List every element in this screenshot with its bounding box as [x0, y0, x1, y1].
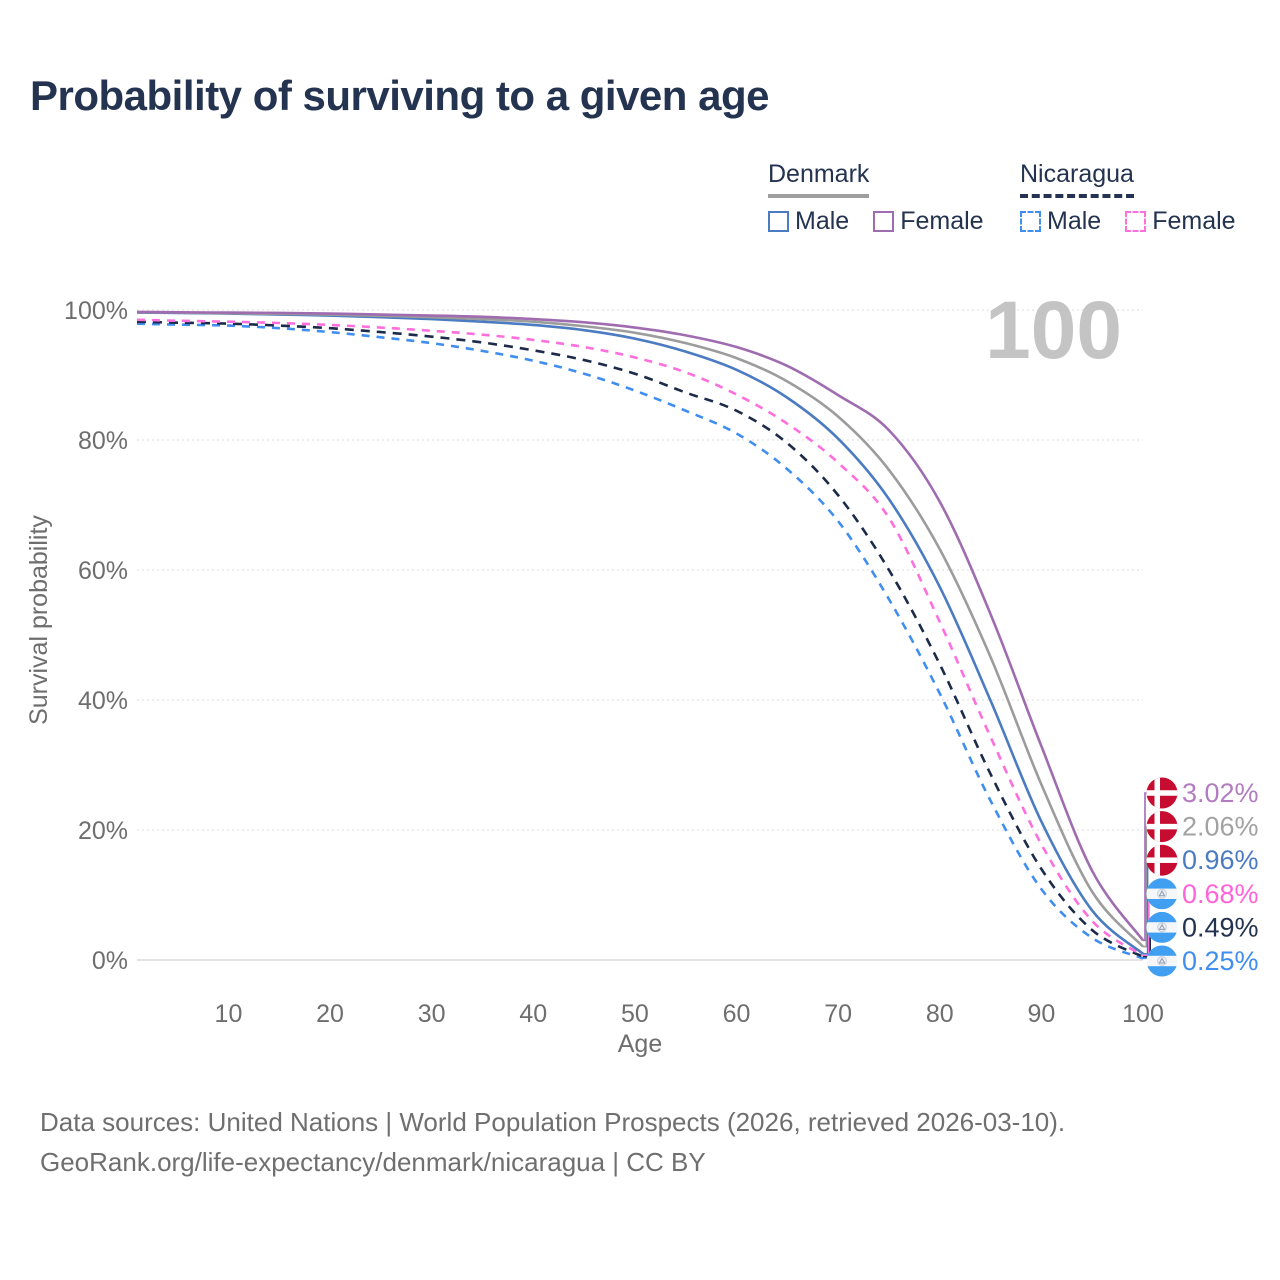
curve-nicaragua-both-sexes[interactable] — [136, 320, 1144, 958]
legend-country-denmark[interactable]: Denmark — [768, 160, 870, 198]
legend-label: Female — [1152, 207, 1236, 235]
x-tick-label: 50 — [621, 1000, 649, 1028]
x-tick-label: 30 — [418, 1000, 446, 1028]
legend-label: Female — [900, 207, 984, 235]
nicaragua-flag-icon — [1146, 945, 1178, 977]
curve-denmark-male[interactable] — [136, 311, 1144, 955]
nicaragua-male-swatch — [1020, 211, 1041, 232]
y-tick-label: 0% — [92, 947, 128, 975]
end-value-label: 2.06% — [1182, 812, 1259, 842]
x-tick-label: 80 — [926, 1000, 954, 1028]
y-tick-label: 100% — [64, 297, 128, 325]
legend-group-denmark: Denmark Male Female — [768, 160, 984, 236]
curve-denmark-both-sexes[interactable] — [136, 310, 1144, 948]
x-axis-title: Age — [618, 1030, 662, 1058]
gridlines — [137, 309, 1143, 961]
y-tick-label: 40% — [78, 687, 128, 715]
x-tick-label: 90 — [1027, 1000, 1055, 1028]
hover-age-watermark: 100 — [985, 285, 1122, 376]
nicaragua-female-swatch — [1125, 211, 1147, 232]
y-tick-label: 20% — [78, 817, 128, 845]
page-title: Probability of surviving to a given age — [30, 72, 769, 119]
y-axis-title: Survival probability — [25, 515, 53, 725]
x-tick-label: 20 — [316, 1000, 344, 1028]
x-tick-label: 40 — [519, 1000, 547, 1028]
end-value-label: 0.96% — [1182, 845, 1259, 875]
x-tick-label: 10 — [215, 1000, 243, 1028]
curve-nicaragua-male[interactable] — [136, 322, 1144, 960]
legend-label: Male — [1047, 207, 1102, 235]
x-tick-label: 70 — [824, 1000, 852, 1028]
legend-label: Male — [795, 207, 850, 235]
y-tick-label: 60% — [78, 557, 128, 585]
legend-item-denmark-female[interactable]: Female — [873, 207, 984, 236]
chart-footer: Data sources: United Nations | World Pop… — [40, 1102, 1065, 1183]
legend-item-nicaragua-male[interactable]: Male — [1020, 207, 1101, 236]
curve-nicaragua-female[interactable] — [136, 318, 1144, 957]
y-tick-label: 80% — [78, 427, 128, 455]
series-curves — [136, 310, 1145, 960]
y-axis-tick-labels: 0% 20% 40% 60% 80% 100% — [64, 297, 128, 975]
curve-denmark-female[interactable] — [136, 310, 1145, 942]
legend-group-nicaragua: Nicaragua Male Female — [1020, 160, 1236, 236]
nicaragua-flag-icon — [1146, 911, 1178, 943]
legend-item-nicaragua-female[interactable]: Female — [1125, 207, 1236, 236]
end-value-labels: 3.02% 2.06%0.96% 0.68%0.49% 0.25% — [1143, 777, 1259, 977]
legend-country-nicaragua[interactable]: Nicaragua — [1020, 160, 1134, 198]
denmark-flag-icon — [1146, 844, 1178, 876]
attribution-line: GeoRank.org/life-expectancy/denmark/nica… — [40, 1147, 706, 1178]
end-value-label: 0.49% — [1182, 912, 1259, 942]
denmark-female-swatch — [873, 211, 895, 232]
nicaragua-flag-icon — [1146, 878, 1178, 910]
end-value-label: 0.25% — [1182, 946, 1259, 976]
x-tick-label: 60 — [723, 1000, 751, 1028]
x-axis-tick-labels: 10 20 30 40 50 60 70 80 90 100 — [215, 1000, 1164, 1028]
data-sources-line: Data sources: United Nations | World Pop… — [40, 1107, 1066, 1137]
denmark-male-swatch — [768, 211, 789, 232]
end-value-label: 0.68% — [1182, 879, 1259, 909]
end-value-label: 3.02% — [1182, 778, 1259, 808]
denmark-flag-icon — [1146, 777, 1178, 809]
denmark-flag-icon — [1146, 811, 1178, 843]
x-tick-label: 100 — [1122, 1000, 1164, 1028]
legend-item-denmark-male[interactable]: Male — [768, 207, 849, 236]
